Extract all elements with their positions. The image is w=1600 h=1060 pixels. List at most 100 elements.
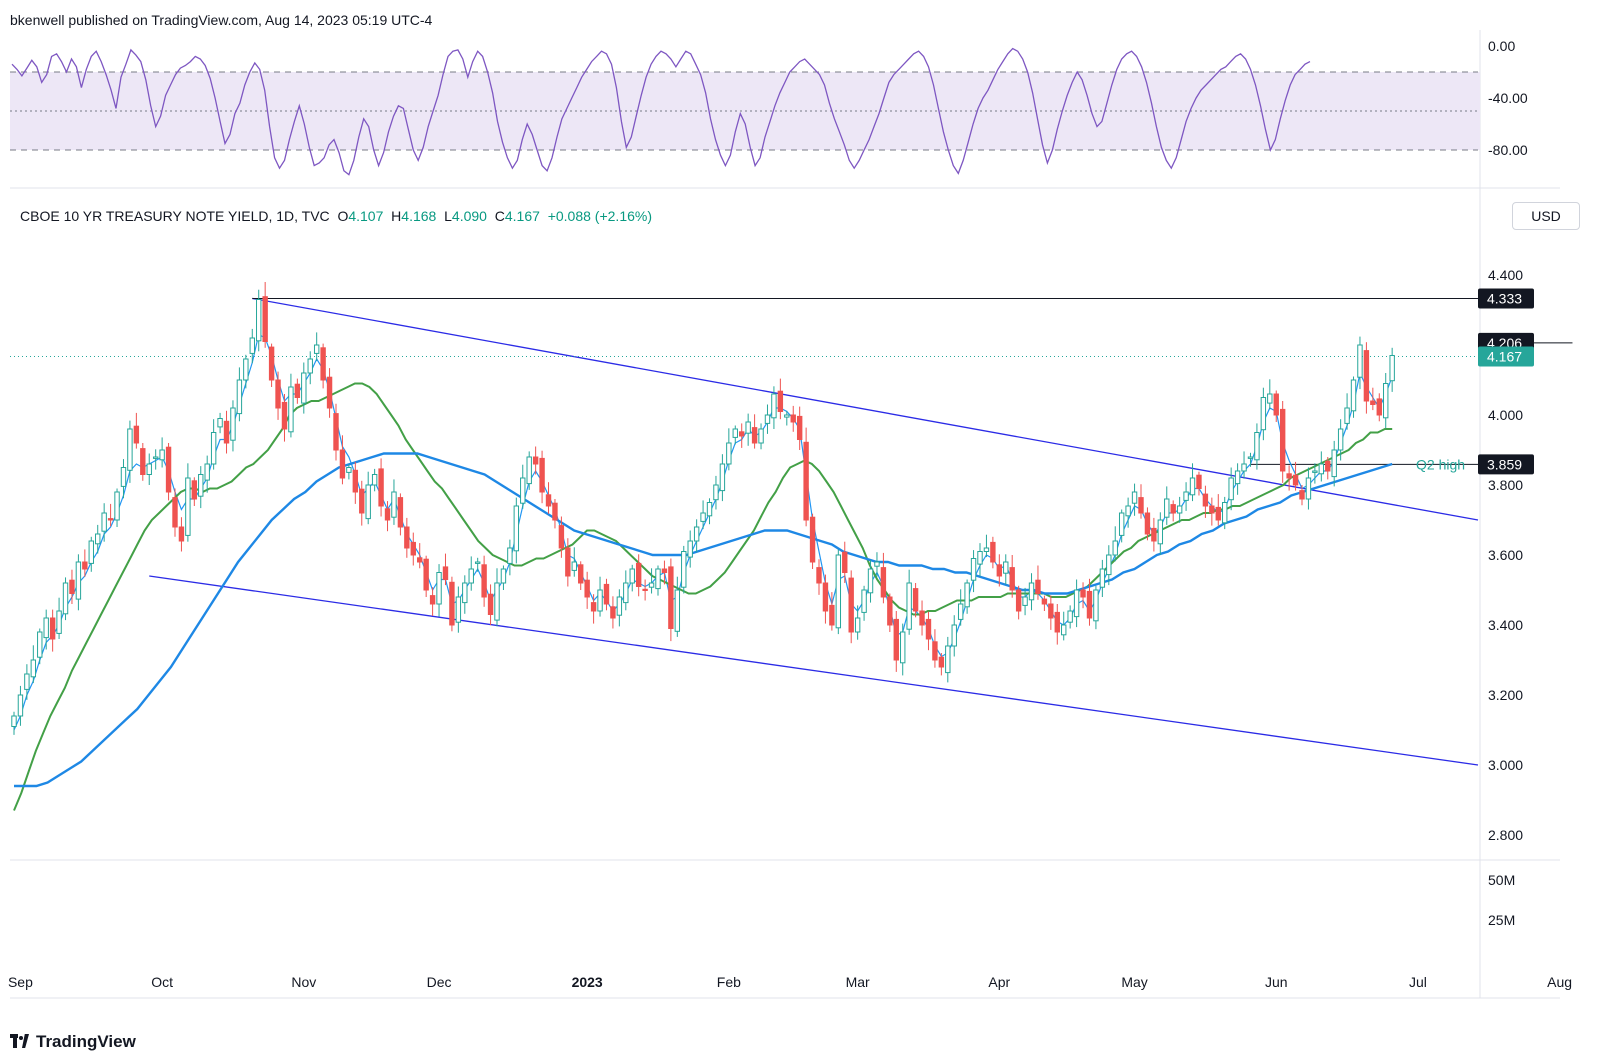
currency-button[interactable]: USD	[1512, 202, 1580, 230]
candle-body	[719, 463, 726, 492]
candle-body	[217, 418, 223, 428]
candle-body	[346, 467, 352, 473]
time-axis-label: Nov	[291, 974, 316, 990]
candle	[526, 451, 532, 490]
candle-body	[494, 582, 500, 621]
candle	[565, 538, 571, 587]
candle	[159, 437, 165, 468]
candle	[397, 493, 404, 536]
candle-body	[95, 533, 101, 545]
candle-body	[378, 468, 384, 507]
time-axis-label: Jul	[1409, 974, 1427, 990]
candle	[945, 636, 951, 683]
price-tag-label: 4.167	[1487, 349, 1522, 365]
candle-body	[912, 588, 919, 612]
candle-body	[1357, 344, 1363, 378]
candle-body	[1363, 350, 1370, 402]
candle-body	[867, 568, 874, 594]
candle	[494, 568, 500, 627]
candle-body	[1383, 383, 1389, 419]
low-value: 4.090	[451, 208, 487, 224]
candle	[288, 373, 294, 438]
candle	[468, 556, 474, 591]
candle-body	[352, 469, 359, 493]
candle	[539, 450, 545, 504]
candle-body	[584, 579, 590, 598]
candle	[970, 550, 977, 593]
brand-logo[interactable]: TradingView	[10, 1032, 136, 1052]
price-tick-label: 3.000	[1488, 757, 1523, 773]
candle	[449, 576, 455, 632]
candle-body	[30, 659, 37, 678]
candle	[552, 499, 558, 529]
candle-body	[1061, 624, 1067, 636]
candle-body	[1312, 470, 1318, 473]
candle-body	[481, 564, 487, 598]
candle	[43, 609, 49, 650]
candle-body	[1325, 460, 1331, 472]
candle-body	[642, 588, 648, 591]
candle-body	[1260, 397, 1267, 431]
candle-body	[681, 551, 687, 588]
candle	[1125, 497, 1131, 528]
candle	[668, 558, 674, 642]
candle	[17, 685, 24, 726]
candle	[578, 561, 584, 590]
candle	[1209, 497, 1215, 526]
candle-body	[822, 582, 829, 612]
candle-body	[771, 393, 777, 419]
candle-body	[249, 337, 255, 354]
candle-body	[957, 603, 964, 620]
candle-body	[1176, 505, 1183, 514]
candle-body	[1106, 554, 1112, 576]
candle-body	[82, 561, 88, 570]
candle	[262, 282, 268, 348]
candle	[172, 488, 178, 537]
candle-body	[43, 617, 49, 639]
candle	[1131, 483, 1138, 516]
candle-body	[513, 505, 520, 552]
candle-body	[1376, 398, 1382, 416]
candle	[114, 488, 120, 527]
candle-body	[925, 618, 932, 640]
candle-body	[1015, 589, 1022, 612]
candle	[1196, 471, 1202, 496]
candle	[294, 378, 301, 404]
candle-body	[371, 474, 378, 486]
candle	[732, 425, 738, 445]
candle-body	[1022, 596, 1028, 606]
candle	[1350, 376, 1357, 418]
candle-body	[1241, 463, 1247, 472]
price-tick-label: 3.400	[1488, 617, 1523, 633]
candle	[1376, 393, 1382, 422]
volume-tick-label: 25M	[1488, 912, 1515, 928]
candle-body	[603, 583, 610, 605]
rsi-pane	[10, 47, 1480, 176]
candle-body	[429, 595, 436, 605]
candle-body	[410, 541, 416, 556]
price-tag	[1478, 346, 1534, 367]
candle	[1176, 496, 1183, 523]
candle	[1241, 451, 1247, 479]
candle	[1260, 387, 1267, 441]
close-label: C	[494, 208, 505, 224]
candle-body	[1267, 393, 1273, 404]
time-axis-label: Apr	[988, 974, 1010, 990]
candle-body	[275, 379, 281, 409]
candle-body	[1318, 463, 1325, 475]
candle	[1215, 494, 1221, 526]
candle	[771, 386, 777, 429]
candle	[1267, 379, 1273, 410]
candle	[584, 571, 590, 609]
candle	[867, 559, 874, 603]
candle	[590, 594, 597, 624]
candle-body	[442, 566, 449, 581]
candle-body	[397, 497, 404, 528]
candle	[1041, 595, 1048, 611]
candle	[62, 577, 69, 621]
candle	[977, 543, 983, 577]
candle-body	[301, 372, 307, 404]
candle	[938, 653, 945, 676]
high-label: H	[391, 208, 402, 224]
